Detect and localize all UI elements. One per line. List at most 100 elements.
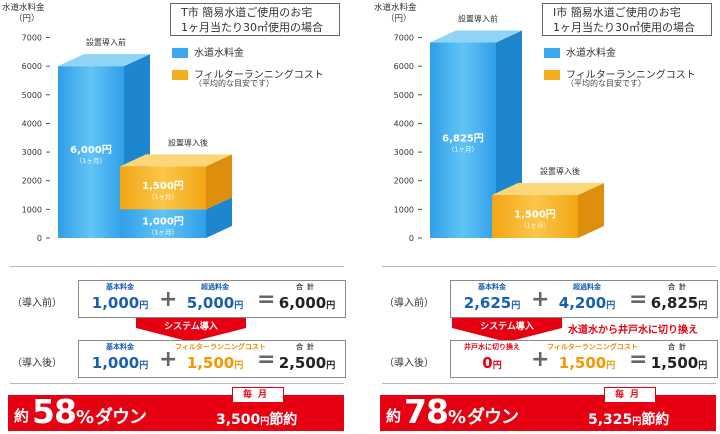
- divider: [10, 266, 344, 267]
- calc-term-total: 合計 2,500円: [273, 343, 341, 377]
- case-description: I市 簡易水道ご使用のお宅 1ヶ月当たり30㎥使用の場合: [542, 3, 712, 36]
- term-label: フィルターランニングコスト: [547, 343, 638, 351]
- calc-after: 井戸水に切り換え 0円 + フィルターランニングコスト 1,500円 = 合計 …: [450, 340, 718, 378]
- bar-front: [120, 166, 206, 210]
- percent-sign: %: [447, 407, 466, 428]
- term-number: 5,000: [186, 294, 235, 312]
- bar-side: [206, 154, 232, 210]
- saving-amount: 3,500: [216, 412, 261, 428]
- banner-saving: 3,500円節約: [216, 409, 297, 429]
- legend-filter-label: フィルターランニングコスト: [194, 70, 324, 81]
- case-description: T市 簡易水道ご使用のお宅 1ヶ月当たり30㎥使用の場合: [170, 3, 340, 36]
- calc-term-filter: フィルターランニングコスト 1,500円: [175, 343, 266, 377]
- term-label: 合計: [296, 283, 318, 291]
- system-arrow: システム導入: [452, 318, 562, 342]
- bar-front: [430, 42, 496, 239]
- savings-banner: 約 78% ダウン 毎月 5,325円節約: [380, 387, 716, 431]
- divider: [382, 383, 716, 384]
- arrow-text: システム導入: [164, 322, 218, 332]
- y-tick-label: 1000: [394, 205, 414, 214]
- term-unit: 円: [606, 361, 616, 371]
- y-tick-label: 7000: [394, 34, 414, 43]
- y-axis-title: 水道水料金: [2, 2, 45, 13]
- term-unit: 円: [492, 361, 502, 371]
- y-tick-label: 3000: [394, 148, 414, 157]
- legend-water-label: 水道水料金: [194, 48, 244, 59]
- term-value: 1,000円: [83, 352, 157, 377]
- banner-approx: 約: [14, 407, 30, 425]
- bar-top: [58, 54, 150, 67]
- legend-swatch-filter: [544, 70, 560, 80]
- legend-filter-label: フィルターランニングコスト: [566, 70, 696, 81]
- divider: [10, 383, 344, 384]
- legend-filter: フィルターランニングコスト: [172, 66, 324, 81]
- saving-unit: 円: [632, 417, 642, 427]
- saving-suffix: 節約: [269, 412, 298, 428]
- arrow-shape: [452, 318, 562, 342]
- term-unit: 円: [698, 301, 708, 311]
- bar-period-label: （1ヶ月）: [448, 145, 478, 153]
- category-label: 設置導入前: [458, 14, 498, 24]
- bar-value-label: 1,500円: [514, 209, 556, 221]
- term-value: 4,200円: [547, 292, 627, 317]
- calc-term-filter: フィルターランニングコスト 1,500円: [547, 343, 638, 377]
- bar-top: [430, 30, 522, 43]
- term-unit: 円: [139, 301, 149, 311]
- y-tick-label: 5000: [394, 91, 414, 100]
- y-tick-label: 1000: [22, 205, 42, 214]
- category-label: 設置導入前: [86, 37, 126, 47]
- legend-swatch-water: [172, 48, 188, 58]
- bar-value-label: 1,000円: [142, 216, 184, 228]
- saving-amount: 5,325: [588, 412, 633, 428]
- bar-chart: 水道水料金（円） 0 1000 2000 3000 4000 5000 6000 7000 6,0…: [2, 2, 232, 243]
- case-line-1: I市 簡易水道ご使用のお宅: [553, 6, 681, 19]
- term-label: 合計: [668, 283, 690, 291]
- legend-swatch-filter: [172, 70, 188, 80]
- legend-water: 水道水料金: [172, 44, 244, 59]
- calc-before: 基本料金 1,000円 + 超過料金 5,000円 = 合計 6,000円: [78, 280, 346, 318]
- calc-after: 基本料金 1,000円 + フィルターランニングコスト 1,500円 = 合計 …: [78, 340, 346, 378]
- bar-value-label: 1,500円: [142, 180, 184, 192]
- term-number: 6,000: [278, 294, 327, 312]
- term-label: 基本料金: [106, 283, 134, 291]
- y-axis-unit: （円）: [386, 13, 412, 24]
- arrow-text: システム導入: [480, 322, 534, 332]
- y-tick-label: 4000: [394, 119, 414, 128]
- row-label-before: （導入前）: [384, 298, 434, 309]
- y-tick-label: 2000: [394, 177, 414, 186]
- term-value: 5,000円: [175, 292, 255, 317]
- calc-term-total: 合計 1,500円: [645, 343, 713, 377]
- equals-sign: =: [257, 287, 276, 312]
- term-unit: 円: [511, 301, 521, 311]
- bar-value-label: 6,000円: [70, 144, 112, 156]
- term-number: 1,500: [650, 354, 699, 372]
- case-line-2: 1ヶ月当たり30㎥使用の場合: [553, 21, 695, 34]
- y-tick-label: 0: [409, 234, 414, 243]
- calc-term-excess: 超過料金 4,200円: [547, 283, 627, 317]
- percent-sign: %: [75, 407, 94, 428]
- term-number: 4,200: [558, 294, 607, 312]
- term-number: 1,000: [91, 354, 140, 372]
- y-axis-unit: （円）: [14, 13, 40, 24]
- term-number: 2,625: [463, 294, 512, 312]
- y-tick-label: 3000: [22, 148, 42, 157]
- legend-water-label: 水道水料金: [566, 48, 616, 59]
- term-label: 合計: [296, 343, 318, 351]
- term-number: 6,825: [650, 294, 699, 312]
- term-number: 2,500: [278, 354, 327, 372]
- calc-before: 基本料金 2,625円 + 超過料金 4,200円 = 合計 6,825円: [450, 280, 718, 318]
- category-label: 設置導入後: [540, 166, 580, 176]
- y-tick-label: 2000: [22, 177, 42, 186]
- legend-water: 水道水料金: [544, 44, 616, 59]
- term-label: 基本料金: [478, 283, 506, 291]
- calc-term-basic: 基本料金 1,000円: [83, 283, 157, 317]
- term-unit: 円: [606, 301, 616, 311]
- y-tick-label: 4000: [22, 119, 42, 128]
- percent-number: 78: [404, 392, 449, 431]
- term-label: 合計: [668, 343, 690, 351]
- arrow-note: 水道水から井戸水に切り換え: [568, 325, 698, 336]
- y-tick-label: 6000: [22, 62, 42, 71]
- monthly-tag: 毎月: [604, 387, 656, 403]
- term-value: 2,500円: [273, 352, 341, 377]
- term-number: 0: [482, 354, 493, 372]
